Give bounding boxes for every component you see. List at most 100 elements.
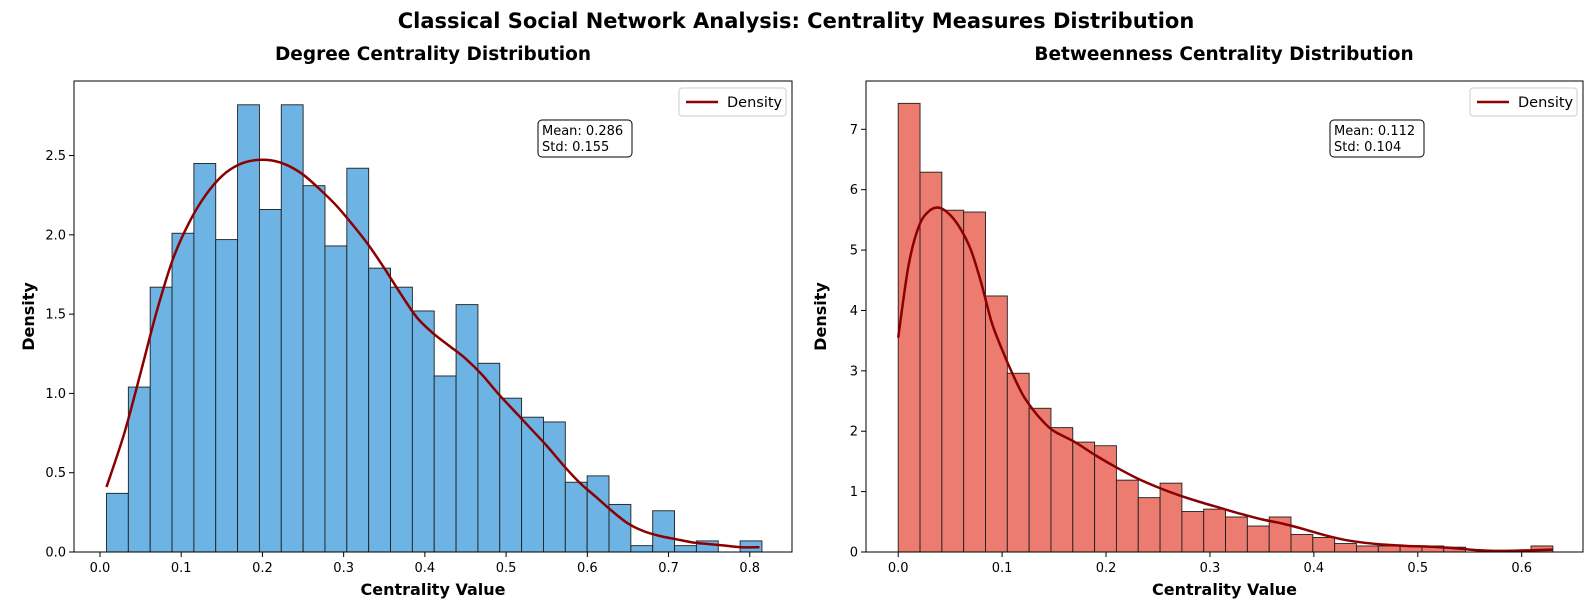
x-tick-label: 0.5: [1407, 561, 1428, 576]
histogram-bar: [499, 397, 523, 553]
plot-frame: [865, 80, 1584, 553]
legend-box: [1469, 87, 1578, 117]
density-curve: [896, 206, 1553, 553]
stats-std: Std: 0.155: [542, 140, 609, 155]
stats-mean: Mean: 0.112: [1334, 124, 1415, 139]
legend: Density: [1469, 87, 1578, 117]
x-tick-label: 0.3: [333, 561, 354, 576]
histogram-bar: [1028, 407, 1052, 553]
histogram-bar: [1334, 543, 1357, 553]
histogram-bar: [1072, 441, 1096, 553]
figure-suptitle: Classical Social Network Analysis: Centr…: [398, 9, 1195, 33]
x-tick-label: 0.0: [90, 561, 111, 576]
degree-centrality-chart: Degree Centrality Distribution 0.0 0.1 0.2…: [19, 44, 793, 599]
x-tick-label: 0.8: [739, 561, 760, 576]
density-curve: [105, 158, 760, 549]
histogram-bar: [1356, 545, 1379, 553]
x-axis-label: Centrality Value: [1152, 580, 1297, 599]
histogram-bar: [215, 239, 239, 553]
histogram-bar: [411, 310, 435, 553]
legend-box: [678, 87, 787, 117]
histogram-bar: [106, 492, 129, 553]
y-tick-label: 1: [850, 485, 858, 500]
histogram-bar: [1377, 545, 1401, 553]
y-axis-label: Density: [811, 282, 830, 351]
histogram-bar: [1246, 525, 1270, 553]
x-tick-label: 0.7: [658, 561, 679, 576]
histogram-bar: [919, 171, 943, 553]
y-tick-label: 7: [850, 123, 858, 138]
y-tick-label: 5: [850, 244, 858, 259]
x-axis: 0.0 0.1 0.2 0.3 0.4 0.5 0.6: [888, 552, 1532, 576]
x-axis: 0.0 0.1 0.2 0.3 0.4 0.5 0.6 0.7 0.8: [90, 552, 760, 576]
histogram-bar: [564, 481, 588, 553]
histogram-bar: [1115, 479, 1139, 553]
y-axis: 0 1 2 3 4 5 6 7: [850, 123, 866, 561]
stats-box: Mean: 0.112 Std: 0.104: [1329, 119, 1425, 158]
histogram-bar: [1137, 497, 1161, 553]
histogram-bar: [1203, 508, 1226, 553]
chart-title: Degree Centrality Distribution: [275, 44, 591, 65]
histogram-bar: [302, 185, 326, 553]
y-tick-label: 0.0: [45, 546, 66, 561]
y-axis-label: Density: [19, 282, 38, 351]
y-axis: 0.0 0.5 1.0 1.5 2.0 2.5: [45, 149, 74, 561]
histogram-bar: [897, 102, 921, 553]
stats-std: Std: 0.104: [1334, 140, 1401, 155]
x-tick-label: 0.5: [496, 561, 517, 576]
histogram-bar: [237, 104, 260, 553]
histogram-bar: [543, 421, 566, 553]
y-tick-label: 2.5: [45, 149, 66, 164]
x-tick-label: 0.2: [252, 561, 273, 576]
plot-frame: [73, 80, 793, 553]
y-tick-label: 1.0: [45, 387, 66, 402]
y-tick-label: 2: [850, 425, 858, 440]
histogram-bar: [1312, 537, 1336, 553]
histogram-bar: [586, 475, 610, 553]
histogram-bar: [1225, 516, 1248, 553]
y-tick-label: 1.5: [45, 308, 66, 323]
legend: Density: [678, 87, 787, 117]
histogram-bar: [1050, 427, 1074, 553]
histogram-bar: [193, 163, 217, 553]
histogram-bar: [368, 267, 391, 553]
stats-mean: Mean: 0.286: [542, 124, 623, 139]
betweenness-centrality-chart: Betweenness Centrality Distribution 0.0 0…: [811, 44, 1584, 599]
chart-title: Betweenness Centrality Distribution: [1034, 44, 1413, 65]
stats-box: Mean: 0.286 Std: 0.155: [537, 119, 633, 158]
x-tick-label: 0.6: [1511, 561, 1532, 576]
y-tick-label: 2.0: [45, 228, 66, 243]
stats-box-frame: [1329, 119, 1425, 158]
y-tick-label: 4: [850, 304, 858, 319]
histogram-bar: [674, 545, 697, 553]
histogram-bars: [897, 102, 1554, 553]
histogram-bar: [324, 245, 348, 553]
histogram-bar: [390, 286, 413, 553]
legend-label: Density: [727, 95, 783, 111]
stats-box-frame: [537, 119, 633, 158]
x-tick-label: 0.6: [577, 561, 598, 576]
x-tick-label: 0.2: [1096, 561, 1117, 576]
histogram-bar: [346, 167, 370, 553]
x-tick-label: 0.4: [415, 561, 436, 576]
x-tick-label: 0.1: [992, 561, 1013, 576]
x-tick-label: 0.1: [171, 561, 192, 576]
histogram-bar: [1290, 534, 1314, 553]
histogram-bar: [630, 545, 654, 553]
x-axis-label: Centrality Value: [361, 580, 506, 599]
histogram-bar: [433, 375, 457, 553]
y-tick-label: 3: [850, 364, 858, 379]
histogram-bar: [171, 232, 195, 553]
x-tick-label: 0.0: [888, 561, 909, 576]
histogram-bar: [652, 510, 676, 553]
x-tick-label: 0.3: [1200, 561, 1221, 576]
histogram-bar: [941, 209, 965, 553]
x-tick-label: 0.4: [1304, 561, 1325, 576]
legend-label: Density: [1518, 95, 1574, 111]
histogram-bar: [258, 208, 282, 553]
histogram-bar: [455, 304, 479, 553]
y-tick-label: 0: [850, 546, 858, 561]
histogram-bar: [1181, 511, 1205, 553]
histogram-bars: [106, 104, 763, 553]
